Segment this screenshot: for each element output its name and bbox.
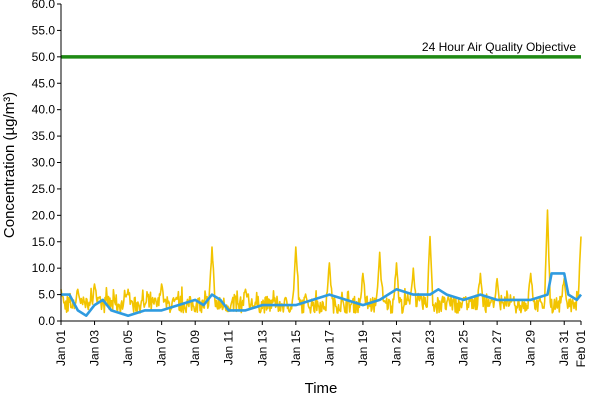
x-tick-label: Jan 13	[255, 330, 269, 366]
y-tick-label: 60.0	[32, 0, 56, 11]
x-tick-label: Jan 31	[557, 330, 571, 366]
x-tick-label: Jan 11	[222, 330, 236, 365]
running-mean-series-line	[61, 272, 583, 318]
x-tick-label: Jan 01	[54, 330, 68, 366]
y-tick-label: 50.0	[32, 50, 56, 64]
y-tick-label: 55.0	[32, 23, 56, 37]
x-tick-label: Jan 25	[457, 330, 471, 366]
x-tick-label: Jan 05	[121, 330, 135, 366]
y-tick-label: 40.0	[32, 103, 56, 117]
y-tick-label: 10.0	[32, 261, 56, 275]
x-tick-label: Jan 19	[356, 330, 370, 366]
y-tick-label: 25.0	[32, 182, 56, 196]
x-tick-label: Jan 03	[88, 330, 102, 366]
y-tick-label: 15.0	[32, 235, 56, 249]
plot-area	[60, 55, 583, 318]
x-tick-label: Jan 07	[155, 330, 169, 366]
x-tick-label: Jan 29	[524, 330, 538, 366]
y-tick-label: 5.0	[38, 288, 55, 302]
x-tick-label: Jan 21	[389, 330, 403, 366]
objective-annotation: 24 Hour Air Quality Objective	[422, 40, 576, 54]
x-axis-title: Time	[305, 380, 338, 397]
x-tick-label: Jan 27	[490, 330, 504, 366]
x-tick-label: Feb 01	[574, 330, 588, 368]
y-axis-title: Concentration (µg/m³)	[1, 92, 18, 238]
y-axis: 0.0 5.0 10.0 15.0 20.0 25.0 30.0 35.0 40.0 45.0 50…	[32, 0, 62, 328]
x-tick-label: Jan 09	[188, 330, 202, 366]
x-axis: Jan 01 Jan 03 Jan 05 Jan 07 Jan 09 Jan 11 Jan …	[54, 320, 588, 368]
y-tick-label: 35.0	[32, 129, 56, 143]
y-tick-label: 20.0	[32, 208, 56, 222]
x-tick-label: Jan 15	[289, 330, 303, 366]
x-tick-label: Jan 17	[322, 330, 336, 366]
y-tick-label: 30.0	[32, 156, 56, 170]
hourly-series-line	[60, 209, 582, 314]
y-tick-label: 45.0	[32, 76, 56, 90]
x-tick-label: Jan 23	[423, 330, 437, 366]
y-tick-label: 0.0	[38, 314, 55, 328]
